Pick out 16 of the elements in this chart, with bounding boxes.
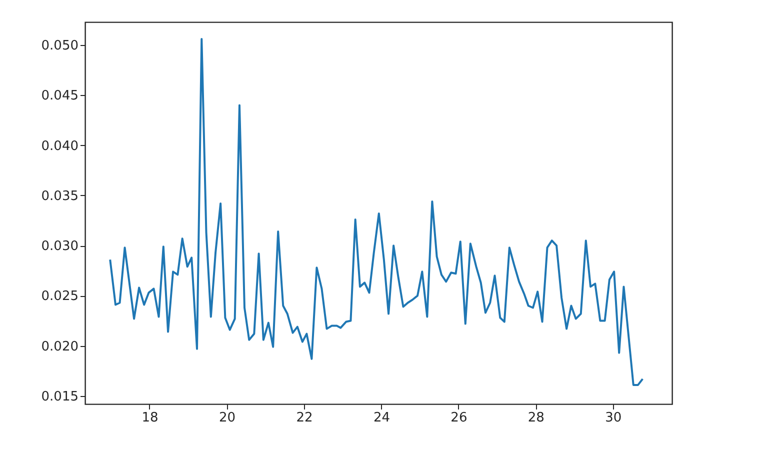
y-tick-label: 0.045 bbox=[41, 88, 78, 104]
y-tick-label: 0.040 bbox=[41, 138, 78, 154]
x-tick-label: 20 bbox=[218, 410, 236, 426]
y-tick-label: 0.015 bbox=[41, 389, 78, 404]
x-tick-label: 24 bbox=[373, 410, 390, 426]
y-tick-label: 0.025 bbox=[41, 289, 78, 304]
x-tick-label: 30 bbox=[605, 410, 622, 426]
x-tick-label: 18 bbox=[142, 410, 158, 426]
y-tick-label: 0.050 bbox=[41, 38, 78, 54]
x-tick-label: 22 bbox=[296, 410, 313, 426]
y-tick-label: 0.035 bbox=[41, 188, 78, 204]
x-tick-label: 28 bbox=[528, 410, 544, 426]
y-tick-label: 0.020 bbox=[41, 339, 78, 354]
y-tick-label: 0.030 bbox=[41, 239, 78, 254]
line-series bbox=[109, 38, 644, 386]
x-tick-label: 26 bbox=[450, 410, 468, 426]
